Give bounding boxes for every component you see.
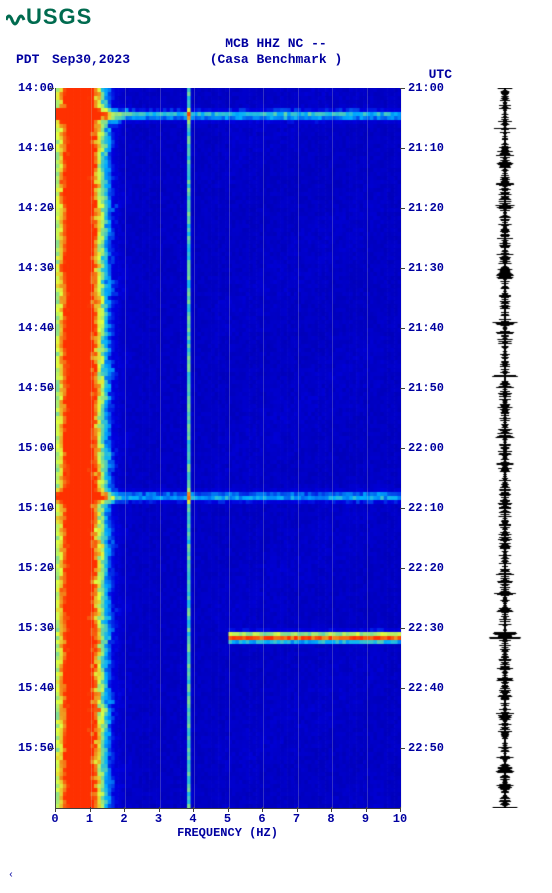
right-time-label: 22:10 bbox=[408, 501, 452, 515]
right-time-label: 22:50 bbox=[408, 741, 452, 755]
left-time-label: 15:00 bbox=[10, 441, 54, 455]
left-time-axis: 14:0014:1014:2014:3014:4014:5015:0015:10… bbox=[10, 88, 54, 808]
left-time-label: 14:50 bbox=[10, 381, 54, 395]
seismogram-canvas bbox=[475, 88, 535, 808]
seismogram-panel bbox=[475, 88, 535, 808]
left-time-label: 14:30 bbox=[10, 261, 54, 275]
x-tick-label: 6 bbox=[258, 812, 265, 826]
x-tick-label: 4 bbox=[189, 812, 196, 826]
left-time-label: 14:20 bbox=[10, 201, 54, 215]
right-time-label: 22:40 bbox=[408, 681, 452, 695]
logo-text: USGS bbox=[26, 4, 92, 29]
date-label: Sep30,2023 bbox=[52, 52, 130, 67]
usgs-logo: USGS bbox=[6, 4, 92, 30]
pdt-label: PDT bbox=[16, 52, 39, 67]
left-time-label: 14:10 bbox=[10, 141, 54, 155]
left-time-label: 15:10 bbox=[10, 501, 54, 515]
footmark: ‹ bbox=[8, 870, 14, 881]
right-time-label: 21:00 bbox=[408, 81, 452, 95]
right-time-label: 21:20 bbox=[408, 201, 452, 215]
x-tick-label: 1 bbox=[86, 812, 93, 826]
left-time-label: 15:30 bbox=[10, 621, 54, 635]
left-time-label: 15:50 bbox=[10, 741, 54, 755]
x-tick-label: 2 bbox=[120, 812, 127, 826]
x-tick-label: 7 bbox=[293, 812, 300, 826]
right-time-label: 21:10 bbox=[408, 141, 452, 155]
left-time-label: 14:00 bbox=[10, 81, 54, 95]
right-time-label: 22:30 bbox=[408, 621, 452, 635]
left-time-label: 15:20 bbox=[10, 561, 54, 575]
wave-icon bbox=[6, 6, 26, 24]
left-time-label: 14:40 bbox=[10, 321, 54, 335]
right-time-label: 21:40 bbox=[408, 321, 452, 335]
right-time-label: 22:00 bbox=[408, 441, 452, 455]
spectrogram-plot bbox=[55, 88, 401, 809]
right-time-axis: 21:0021:1021:2021:3021:4021:5022:0022:10… bbox=[408, 88, 452, 808]
header-row2: PDT Sep30,2023 (Casa Benchmark ) UTC bbox=[0, 52, 552, 67]
x-tick-label: 3 bbox=[155, 812, 162, 826]
left-time-label: 15:40 bbox=[10, 681, 54, 695]
x-tick-label: 9 bbox=[362, 812, 369, 826]
x-tick-label: 8 bbox=[327, 812, 334, 826]
right-time-label: 21:30 bbox=[408, 261, 452, 275]
right-time-label: 22:20 bbox=[408, 561, 452, 575]
right-time-label: 21:50 bbox=[408, 381, 452, 395]
utc-label: UTC bbox=[429, 67, 452, 82]
x-tick-label: 0 bbox=[51, 812, 58, 826]
station-title: MCB HHZ NC -- bbox=[0, 36, 552, 51]
x-tick-label: 10 bbox=[393, 812, 407, 826]
x-axis-label: FREQUENCY (HZ) bbox=[55, 826, 400, 840]
x-axis: 012345678910 bbox=[55, 808, 400, 828]
header-row1: MCB HHZ NC -- bbox=[0, 36, 552, 51]
x-tick-label: 5 bbox=[224, 812, 231, 826]
